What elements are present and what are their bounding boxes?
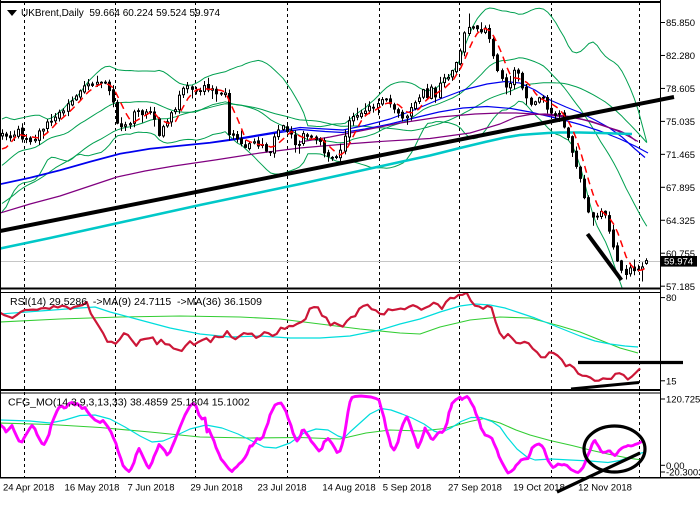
svg-text:0.00: 0.00 xyxy=(666,461,685,472)
svg-text:71.465: 71.465 xyxy=(666,150,695,161)
svg-text:-20.3003: -20.3003 xyxy=(666,468,700,479)
svg-text:15: 15 xyxy=(666,376,677,387)
svg-text:19 Oct 2018: 19 Oct 2018 xyxy=(513,483,565,494)
svg-text:12 Nov 2018: 12 Nov 2018 xyxy=(578,483,632,494)
svg-text:120.7257: 120.7257 xyxy=(666,395,700,406)
svg-text:85.850: 85.850 xyxy=(666,18,695,29)
svg-text:UKBrent,Daily 59.664 60.224 5: UKBrent,Daily 59.664 60.224 59.524 59.97… xyxy=(21,8,220,19)
svg-text:29 Jun 2018: 29 Jun 2018 xyxy=(190,483,242,494)
svg-text:5 Sep 2018: 5 Sep 2018 xyxy=(383,483,432,494)
svg-text:60.755: 60.755 xyxy=(666,249,695,260)
svg-text:23 Jul 2018: 23 Jul 2018 xyxy=(257,483,306,494)
svg-text:80: 80 xyxy=(666,293,677,304)
svg-text:16 May 2018: 16 May 2018 xyxy=(65,483,120,494)
svg-text:82.280: 82.280 xyxy=(666,51,695,62)
svg-text:75.035: 75.035 xyxy=(666,117,695,128)
svg-text:24 Apr 2018: 24 Apr 2018 xyxy=(3,483,54,494)
svg-text:27 Sep 2018: 27 Sep 2018 xyxy=(448,483,502,494)
svg-text:78.605: 78.605 xyxy=(666,84,695,95)
svg-text:67.895: 67.895 xyxy=(666,183,695,194)
svg-text:64.325: 64.325 xyxy=(666,216,695,227)
svg-text:57.185: 57.185 xyxy=(666,282,695,293)
svg-text:59.974: 59.974 xyxy=(664,257,693,268)
svg-text:RSI(14) 29.5286 ->MA(9) 24.71: RSI(14) 29.5286 ->MA(9) 24.7115 ->MA(36)… xyxy=(10,296,262,308)
svg-text:14 Aug 2018: 14 Aug 2018 xyxy=(322,483,375,494)
svg-text:7 Jun 2018: 7 Jun 2018 xyxy=(127,483,174,494)
svg-text:CFG_MO(14,3,9,3,13,33) 38.4859: CFG_MO(14,3,9,3,13,33) 38.4859 25.1804 1… xyxy=(8,397,250,409)
